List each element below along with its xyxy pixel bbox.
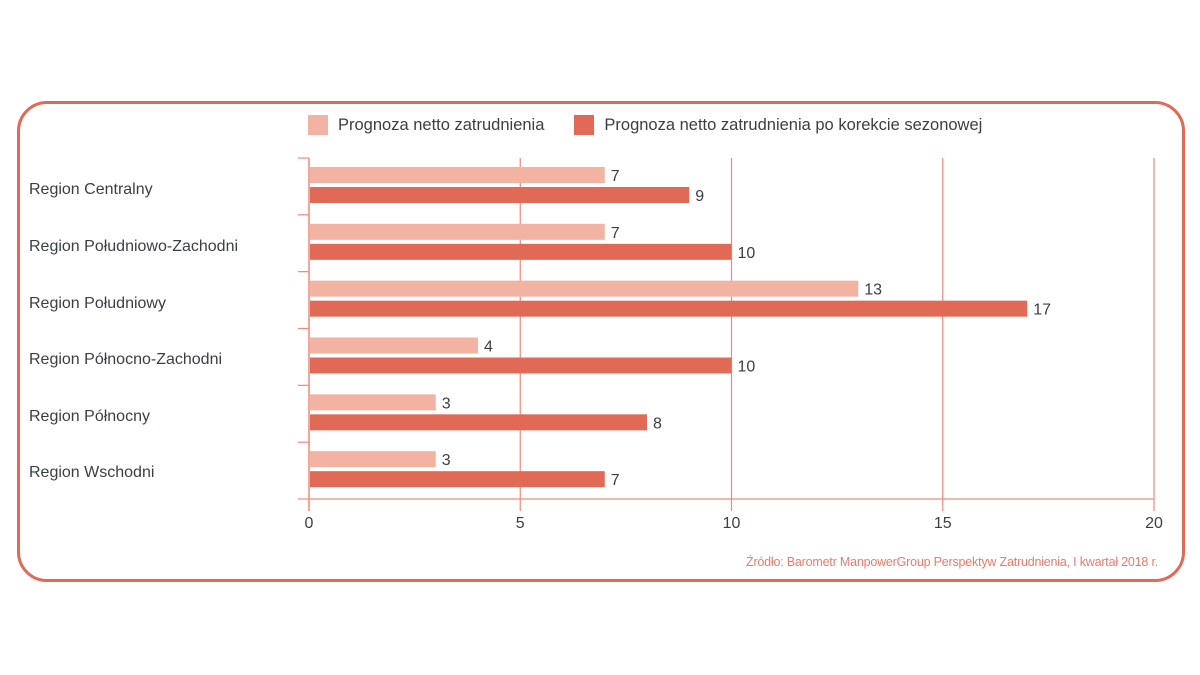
category-label: Region Północno-Zachodni (29, 351, 223, 368)
data-label: 7 (611, 225, 620, 242)
bar-seasonally-adjusted (310, 357, 732, 374)
bar-seasonally-adjusted (310, 243, 732, 260)
bar-seasonally-adjusted (310, 471, 605, 488)
bar-forecast (310, 451, 436, 468)
legend-label-series-2: Prognoza netto zatrudnienia po korekcie … (604, 115, 983, 134)
category-label: Region Centralny (29, 181, 153, 198)
x-tick-label: 5 (516, 515, 525, 532)
source-note: Źródło: Barometr ManpowerGroup Perspekty… (746, 555, 1158, 569)
legend-label-series-1: Prognoza netto zatrudnienia (338, 115, 545, 134)
bar-forecast (310, 337, 478, 354)
bar-seasonally-adjusted (310, 414, 647, 431)
data-label: 3 (442, 395, 451, 412)
legend: Prognoza netto zatrudnienia Prognoza net… (308, 115, 1012, 135)
category-label: Region Południowy (29, 295, 166, 312)
x-tick-label: 20 (1145, 515, 1163, 532)
category-label: Region Północny (29, 408, 150, 425)
legend-swatch-series-2 (574, 115, 595, 135)
data-label: 3 (442, 452, 451, 469)
x-tick-label: 15 (934, 515, 952, 532)
chart-frame (17, 101, 1185, 582)
data-label: 4 (484, 339, 493, 356)
data-label: 7 (611, 472, 620, 489)
legend-swatch-series-1 (308, 115, 328, 135)
bar-forecast (310, 394, 436, 411)
data-label: 10 (738, 359, 756, 376)
bar-seasonally-adjusted (310, 300, 1028, 317)
data-label: 13 (864, 282, 882, 299)
legend-item-series-2: Prognoza netto zatrudnienia po korekcie … (574, 115, 982, 135)
data-label: 9 (695, 188, 704, 205)
x-tick-label: 0 (305, 515, 314, 532)
category-label: Region Południowo-Zachodni (29, 238, 239, 255)
category-label: Region Wschodni (29, 464, 155, 481)
legend-item-series-1: Prognoza netto zatrudnienia (308, 115, 544, 135)
data-label: 7 (611, 168, 620, 185)
data-label: 8 (653, 415, 662, 432)
bar-forecast (310, 223, 605, 240)
bar-forecast (310, 280, 859, 297)
x-tick-label: 10 (723, 515, 741, 532)
bar-seasonally-adjusted (310, 187, 690, 203)
bar-forecast (310, 167, 605, 183)
data-label: 10 (738, 245, 756, 262)
data-label: 17 (1033, 302, 1051, 319)
